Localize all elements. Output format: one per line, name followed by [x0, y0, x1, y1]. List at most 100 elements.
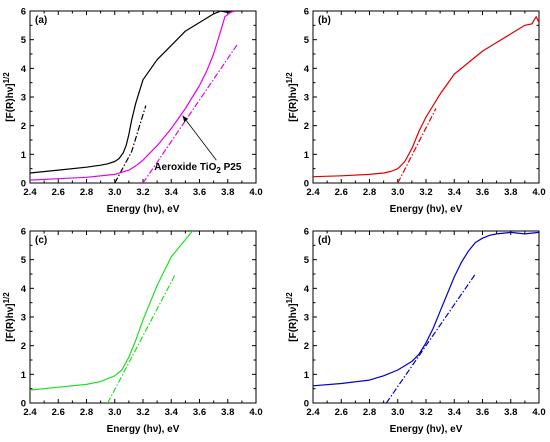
y-axis-label-main: [F(R)hν]: [5, 303, 16, 341]
y-tick-label: 2: [304, 121, 309, 132]
x-tick-label: 4.0: [532, 187, 545, 198]
y-tick-label: 0: [21, 399, 26, 410]
panel-label: (d): [318, 235, 331, 246]
x-axis-label: Energy (hν), eV: [390, 424, 463, 435]
series-group: [313, 16, 539, 183]
panel-label: (c): [35, 235, 47, 246]
y-axis-label: [F(R)hν]1/2: [285, 72, 299, 122]
x-tick-label: 3.6: [476, 187, 489, 198]
x-tick-label: 3.4: [448, 407, 462, 418]
x-tick-label: 4.0: [532, 407, 545, 418]
x-tick-label: 3.8: [221, 187, 234, 198]
x-tick-label: 3.8: [504, 407, 517, 418]
x-tick-label: 3.6: [193, 407, 206, 418]
y-axis-label: [F(R)hν]1/2: [285, 292, 299, 342]
y-axis-label: [F(R)hν]1/2: [2, 292, 16, 342]
x-tick-label: 2.4: [306, 187, 320, 198]
y-tick-label: 0: [304, 179, 309, 190]
y-axis-label-sup: 1/2: [2, 292, 11, 304]
tangent-line: [107, 273, 177, 403]
y-tick-label: 4: [304, 64, 310, 75]
x-tick-label: 2.8: [363, 407, 376, 418]
y-tick-label: 0: [21, 179, 26, 190]
y-axis-label-main: [F(R)hν]: [288, 303, 299, 341]
y-tick-label: 5: [21, 255, 27, 266]
x-tick-label: 3.0: [391, 407, 404, 418]
annotation-arrow: [182, 115, 217, 161]
x-tick-label: 4.0: [249, 407, 262, 418]
series-group: [30, 231, 193, 403]
x-tick-label: 3.0: [108, 407, 121, 418]
x-tick-label: 3.8: [504, 187, 517, 198]
x-tick-label: 2.4: [23, 407, 37, 418]
series-line: [30, 11, 235, 181]
x-tick-label: 2.6: [52, 187, 65, 198]
plot-frame: [312, 230, 540, 404]
x-tick-label: 3.2: [136, 407, 149, 418]
panel-label: (a): [35, 15, 47, 26]
y-tick-label: 0: [304, 399, 309, 410]
x-tick-label: 3.0: [108, 187, 121, 198]
x-tick-label: 3.2: [136, 187, 149, 198]
y-tick-label: 2: [21, 341, 26, 352]
x-tick-label: 2.8: [80, 187, 93, 198]
y-tick-label: 1: [304, 150, 310, 161]
x-tick-label: 3.4: [165, 187, 179, 198]
x-axis-label: Energy (hν), eV: [107, 204, 180, 215]
x-tick-label: 3.4: [165, 407, 179, 418]
tangent-line: [397, 108, 437, 183]
x-tick-label: 3.2: [419, 187, 432, 198]
y-tick-label: 4: [21, 64, 27, 75]
x-tick-label: 2.6: [335, 407, 348, 418]
x-tick-label: 3.6: [476, 407, 489, 418]
y-tick-label: 3: [21, 313, 26, 324]
y-tick-label: 1: [304, 370, 310, 381]
y-axis-label: [F(R)hν]1/2: [2, 72, 16, 122]
x-tick-label: 2.8: [80, 407, 93, 418]
y-tick-label: 5: [304, 255, 310, 266]
x-tick-label: 3.6: [193, 187, 206, 198]
x-tick-label: 2.6: [335, 187, 348, 198]
y-tick-label: 4: [304, 284, 310, 295]
y-tick-label: 1: [21, 150, 27, 161]
plot-frame: [29, 10, 257, 184]
x-tick-label: 3.8: [221, 407, 234, 418]
y-tick-label: 6: [21, 227, 26, 238]
x-tick-label: 2.8: [363, 187, 376, 198]
x-tick-label: 2.6: [52, 407, 65, 418]
y-tick-label: 5: [21, 35, 27, 46]
tangent-line: [142, 43, 239, 183]
series-group: [30, 11, 239, 183]
annotation: Aeroxide TiO2 P25: [154, 115, 242, 175]
series-line: [313, 16, 539, 178]
chart-panel-1: 2.4 2.6 2.8 3.0 3.2 3.4 3.6 3.8 4.0 0 1 2 3 4 5 6 Energy…: [2, 7, 263, 216]
annotation-text: Aeroxide TiO2 P25: [154, 162, 242, 175]
arrow-head: [182, 115, 189, 122]
y-tick-label: 6: [21, 7, 26, 18]
series-line: [313, 231, 539, 387]
x-tick-label: 3.0: [391, 187, 404, 198]
x-tick-label: 2.4: [306, 407, 320, 418]
y-tick-label: 6: [304, 7, 309, 18]
y-tick-label: 6: [304, 227, 309, 238]
x-axis-label: Energy (hν), eV: [107, 424, 180, 435]
y-tick-label: 3: [304, 313, 309, 324]
y-tick-label: 1: [21, 370, 27, 381]
x-axis-label: Energy (hν), eV: [390, 204, 463, 215]
y-axis-label-main: [F(R)hν]: [5, 83, 16, 121]
series-group: [313, 231, 539, 403]
y-tick-label: 2: [21, 121, 26, 132]
chart-panel-4: 2.4 2.6 2.8 3.0 3.2 3.4 3.6 3.8 4.0 0 1 2 3 4 5 6 Energy…: [285, 227, 546, 436]
series-line: [30, 11, 235, 174]
y-axis-label-sup: 1/2: [285, 72, 294, 84]
y-tick-label: 4: [21, 284, 27, 295]
tangent-line: [114, 105, 147, 183]
y-tick-label: 5: [304, 35, 310, 46]
y-axis-label-main: [F(R)hν]: [288, 83, 299, 121]
x-tick-label: 3.2: [419, 407, 432, 418]
x-tick-label: 4.0: [249, 187, 262, 198]
x-tick-label: 3.4: [448, 187, 462, 198]
x-tick-label: 2.4: [23, 187, 37, 198]
chart-panel-3: 2.4 2.6 2.8 3.0 3.2 3.4 3.6 3.8 4.0 0 1 2 3 4 5 6 Energy…: [2, 227, 263, 436]
